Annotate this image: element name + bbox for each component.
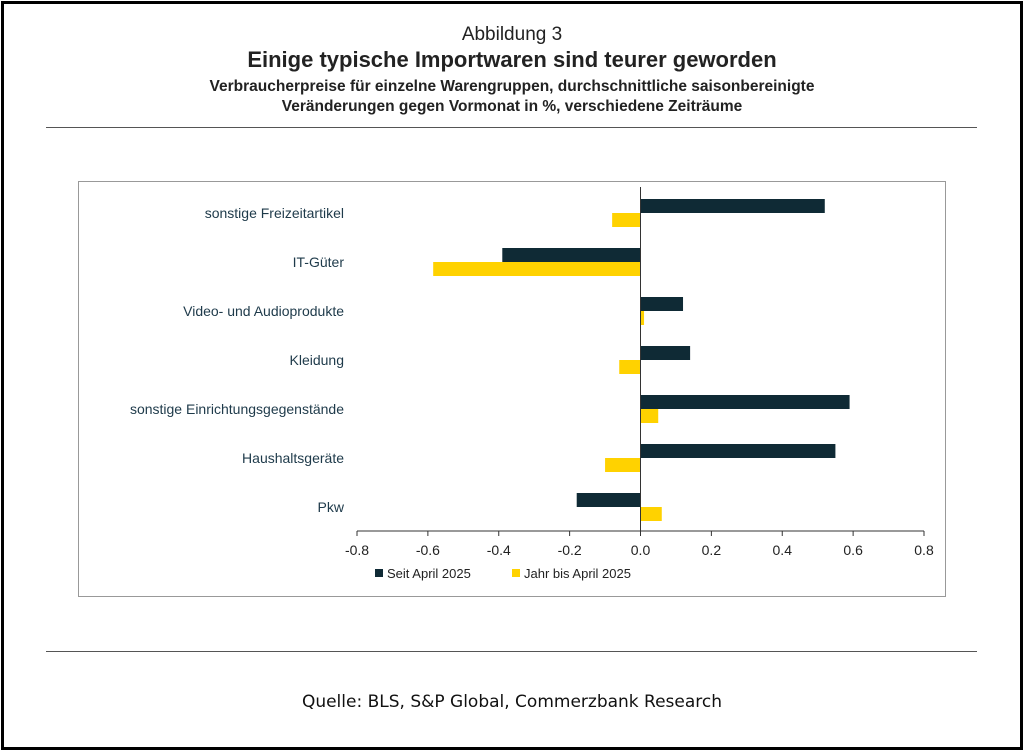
category-label: sonstige Freizeitartikel [205,205,344,221]
x-tick-label: 0.0 [631,542,651,558]
x-tick-label: -0.4 [487,542,511,558]
bottom-divider [46,651,977,652]
bar-seit-april [576,493,641,507]
legend-swatch [375,569,383,577]
category-label: sonstige Einrichtungsgegenstände [130,401,344,417]
x-tick-label: -0.2 [558,542,582,558]
bar-seit-april [640,346,691,360]
chart-subtitle-line1: Verbraucherpreise für einzelne Warengrup… [209,78,815,95]
legend-swatch [512,569,520,577]
figure-label: Abbildung 3 [461,24,563,45]
x-tick-label: 0.6 [843,542,863,558]
top-divider [46,127,977,128]
bar-jahr-bis-april [640,409,659,423]
bar-seit-april [640,297,684,311]
bar-seit-april [640,199,825,213]
bar-jahr-bis-april [605,458,641,472]
legend-label: Seit April 2025 [387,566,471,581]
bar-jahr-bis-april [640,311,645,325]
x-tick-label: 0.4 [773,542,793,558]
bar-seit-april [640,444,836,458]
category-label: Pkw [318,499,345,515]
category-label: IT-Güter [293,254,345,270]
chart-box [78,181,946,597]
bar-jahr-bis-april [619,360,641,374]
category-label: Haushaltsgeräte [242,450,344,466]
bar-jahr-bis-april [433,262,641,276]
x-tick-label: 0.8 [914,542,934,558]
x-tick-label: -0.6 [416,542,440,558]
category-label: Kleidung [290,352,345,368]
legend-label: Jahr bis April 2025 [524,566,631,581]
chart-subtitle-line2: Veränderungen gegen Vormonat in %, versc… [281,98,743,115]
chart-title: Einige typische Importwaren sind teurer … [247,47,777,72]
x-tick-label: 0.2 [702,542,722,558]
bar-jahr-bis-april [612,213,641,227]
source-note: Quelle: BLS, S&P Global, Commerzbank Res… [301,692,723,712]
category-label: Video- und Audioprodukte [183,303,344,319]
bar-seit-april [640,395,850,409]
bar-seit-april [502,248,641,262]
bar-jahr-bis-april [640,507,662,521]
x-tick-label: -0.8 [345,542,369,558]
